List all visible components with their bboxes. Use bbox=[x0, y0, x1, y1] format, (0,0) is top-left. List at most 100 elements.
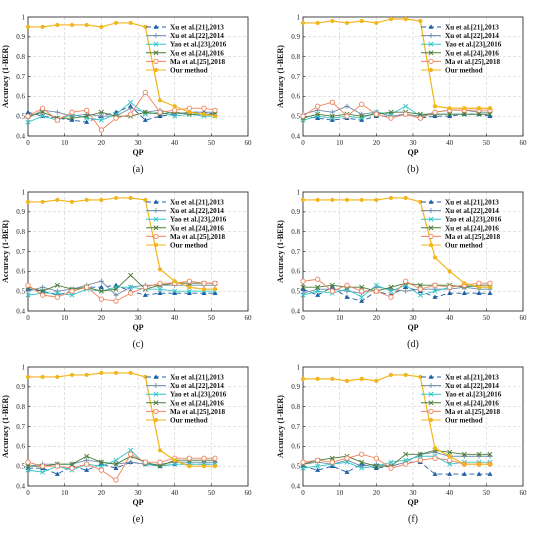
data-point bbox=[315, 115, 321, 120]
data-point bbox=[476, 111, 482, 117]
data-point bbox=[25, 288, 31, 294]
data-point bbox=[359, 376, 364, 381]
data-point bbox=[300, 286, 306, 291]
y-axis-label: Accuracy (1-BER) bbox=[276, 220, 285, 283]
legend-marker bbox=[153, 208, 159, 214]
legend-marker bbox=[428, 400, 434, 406]
data-point bbox=[359, 113, 365, 119]
x-tick-label: 30 bbox=[410, 314, 418, 322]
data-point bbox=[128, 195, 133, 201]
y-tick-label: 0.7 bbox=[16, 423, 25, 431]
data-point bbox=[69, 115, 75, 121]
x-tick-label: 50 bbox=[208, 314, 216, 322]
data-point bbox=[315, 292, 321, 297]
data-point bbox=[329, 459, 335, 465]
data-point bbox=[432, 109, 438, 115]
chart-panel-c: 0 10 20 30 40 50 60 0.4 0.5 0.6 0.7 0.8 0.9 1 QP Accura… bbox=[1, 188, 252, 350]
data-point bbox=[388, 372, 394, 378]
y-tick-label: 0.6 bbox=[16, 268, 25, 276]
data-point bbox=[487, 451, 493, 457]
data-point bbox=[172, 461, 178, 467]
y-tick-label: 0.5 bbox=[16, 288, 25, 296]
legend-marker bbox=[428, 24, 434, 29]
data-point bbox=[98, 296, 104, 302]
data-point bbox=[344, 20, 350, 26]
data-point bbox=[25, 24, 31, 30]
data-point bbox=[403, 372, 408, 378]
legend-marker bbox=[153, 383, 159, 389]
series-line bbox=[302, 111, 490, 119]
y-tick-label: 0.4 bbox=[291, 132, 300, 140]
y-tick-label: 1 bbox=[297, 13, 301, 21]
data-point bbox=[69, 288, 75, 294]
data-point bbox=[344, 294, 350, 299]
data-point bbox=[432, 288, 438, 294]
data-point bbox=[462, 281, 467, 286]
data-point bbox=[113, 465, 119, 470]
data-point bbox=[300, 465, 306, 471]
data-point bbox=[54, 117, 60, 123]
legend-item-xu-et-al-24-2016: Xu et al.[24],2016 bbox=[146, 49, 224, 57]
data-point bbox=[113, 477, 119, 483]
data-point bbox=[25, 467, 31, 473]
y-axis-label: Accuracy (1-BER) bbox=[1, 220, 10, 283]
data-point bbox=[201, 455, 207, 461]
data-point bbox=[403, 461, 409, 467]
data-point bbox=[344, 378, 350, 383]
x-axis-label: QP bbox=[407, 498, 418, 507]
data-point bbox=[40, 113, 46, 119]
panel-label: (d) bbox=[407, 339, 419, 350]
data-point bbox=[373, 463, 379, 469]
data-point bbox=[113, 195, 119, 201]
data-point bbox=[172, 279, 177, 284]
data-point bbox=[157, 98, 163, 103]
legend-marker bbox=[153, 58, 159, 65]
data-point bbox=[487, 111, 493, 117]
data-point bbox=[84, 372, 89, 378]
data-point bbox=[84, 119, 90, 124]
data-point bbox=[40, 199, 45, 205]
data-point bbox=[487, 285, 493, 290]
legend-marker bbox=[153, 400, 159, 406]
legend-item-xu-et-al-22-2014: Xu et al.[22],2014 bbox=[421, 207, 499, 215]
data-point bbox=[403, 451, 409, 457]
y-tick-label: 0.9 bbox=[291, 383, 300, 391]
legend-label: Ma et al.[25],2018 bbox=[170, 233, 225, 241]
data-point bbox=[447, 106, 452, 111]
data-point bbox=[201, 287, 207, 292]
series-line bbox=[28, 461, 215, 475]
legend-item-our-method: Our method bbox=[421, 242, 483, 250]
series-our-method bbox=[25, 195, 218, 292]
data-point bbox=[447, 461, 453, 467]
data-point bbox=[157, 459, 163, 465]
x-tick-label: 20 bbox=[373, 489, 381, 497]
legend-marker bbox=[428, 242, 434, 248]
series-our-method bbox=[25, 20, 218, 119]
data-point bbox=[84, 461, 90, 467]
x-tick-label: 50 bbox=[208, 489, 216, 497]
x-tick-label: 10 bbox=[61, 489, 69, 497]
data-point bbox=[487, 113, 493, 118]
x-axis-label: QP bbox=[407, 323, 418, 332]
chart-panel-d: 0 10 20 30 40 50 60 0.4 0.5 0.6 0.7 0.8 0.9 1 QP Accura… bbox=[276, 188, 527, 350]
data-point bbox=[172, 107, 178, 113]
data-point bbox=[98, 117, 104, 123]
legend-item-xu-et-al-21-2013: Xu et al.[21],2013 bbox=[421, 199, 499, 207]
legend-item-xu-et-al-21-2013: Xu et al.[21],2013 bbox=[421, 24, 499, 32]
y-axis-label: Accuracy (1-BER) bbox=[276, 45, 285, 108]
data-point bbox=[128, 459, 134, 465]
data-point bbox=[329, 113, 335, 119]
data-point bbox=[84, 197, 89, 203]
data-point bbox=[128, 284, 134, 290]
series-line bbox=[303, 197, 490, 288]
legend-marker bbox=[153, 242, 159, 248]
legend-item-our-method: Our method bbox=[421, 67, 483, 75]
x-tick-label: 60 bbox=[245, 314, 253, 322]
data-point bbox=[84, 22, 89, 28]
data-point bbox=[98, 467, 104, 473]
y-tick-label: 0.7 bbox=[16, 73, 25, 81]
data-point bbox=[359, 288, 365, 294]
legend-marker bbox=[153, 408, 159, 415]
y-tick-label: 0.8 bbox=[16, 403, 25, 411]
y-tick-label: 1 bbox=[22, 363, 26, 371]
